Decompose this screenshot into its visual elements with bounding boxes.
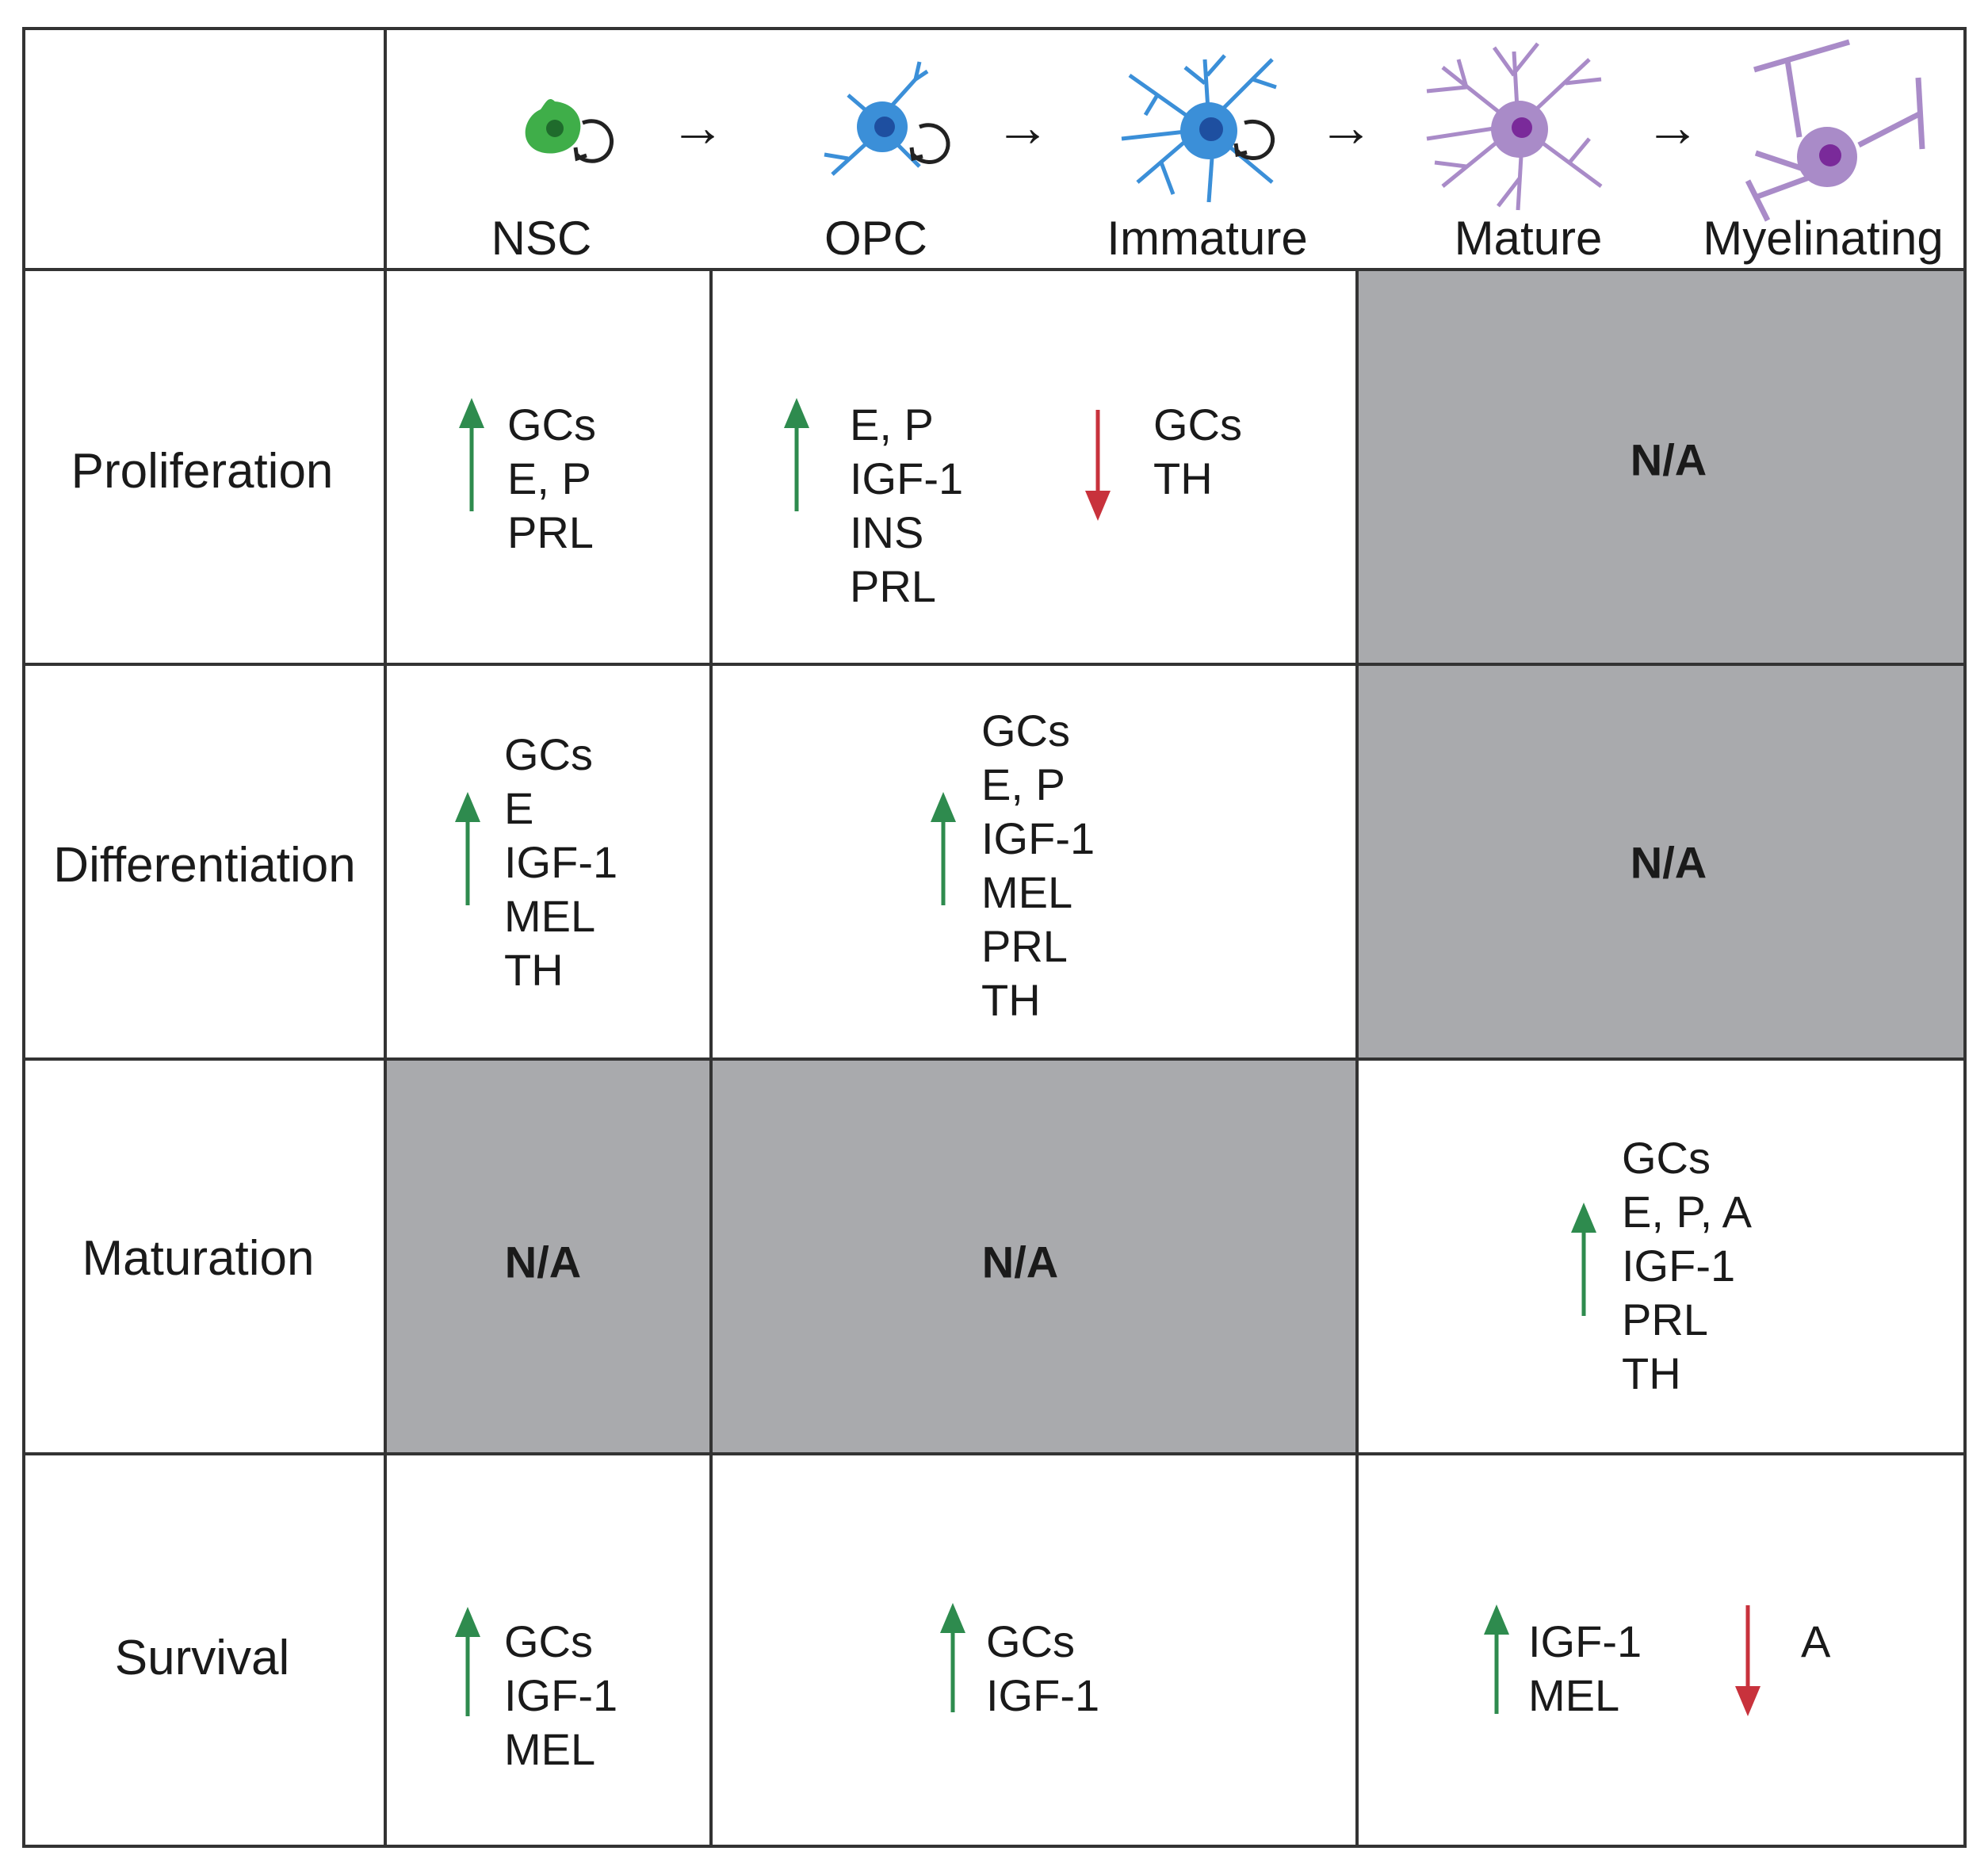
list-item: IGF-1 [850,453,964,503]
stage-label-opc: OPC [824,212,928,265]
list-item: GCs [981,706,1070,755]
row-label-maturation: Maturation [82,1231,315,1286]
list-item: GCs [504,1616,593,1666]
list-item: IGF-1 [1528,1616,1642,1666]
stage-label-nsc: NSC [491,212,592,265]
list-item: GCs [986,1616,1075,1666]
maturation-late-up-list: GCs E, P, A IGF-1 PRL TH [1622,1131,1752,1401]
list-item: E, P [850,400,934,449]
stage-label-mature: Mature [1454,212,1603,265]
list-item: IGF-1 [504,837,618,887]
up-arrow-icon [940,1603,965,1712]
list-item: E, P [507,453,591,503]
list-item: PRL [507,507,594,557]
row-label-differentiation: Differentiation [53,838,356,893]
na-label: N/A [1630,837,1707,888]
na-cell-proliferation-late [1357,270,1965,665]
survival-opc-up-list: GCs IGF-1 [986,1615,1099,1723]
list-item: TH [981,975,1041,1025]
transition-arrow: → [1318,96,1374,158]
differentiation-nsc-up-list: GCs E IGF-1 MEL TH [504,728,617,997]
list-item: IGF-1 [986,1670,1100,1720]
differentiation-opc-up-list: GCs E, P IGF-1 MEL PRL TH [981,704,1095,1027]
list-item: PRL [1622,1295,1708,1344]
list-item: IGF-1 [981,813,1095,863]
list-item: MEL [504,1724,596,1774]
list-item: TH [1622,1348,1681,1398]
transition-arrow: → [995,96,1050,158]
proliferation-opc-down-list: GCs TH [1153,398,1242,506]
list-item: TH [1153,453,1213,503]
list-item: INS [850,507,924,557]
list-item: E, P, A [1622,1187,1752,1237]
proliferation-nsc-up-list: GCs E, P PRL [507,398,596,560]
list-item: IGF-1 [1622,1241,1736,1291]
list-item: MEL [981,867,1073,917]
proliferation-opc-up-list: E, P IGF-1 INS PRL [850,398,963,614]
up-arrow-icon [931,792,956,905]
up-arrow-icon [459,398,484,511]
up-arrow-icon [784,398,809,511]
survival-late-up-list: IGF-1 MEL [1528,1615,1642,1723]
survival-late-down-list: A [1801,1615,1830,1669]
list-item: A [1801,1616,1831,1666]
list-item: E [504,783,534,833]
down-arrow-icon [1735,1605,1761,1716]
row-label-proliferation: Proliferation [71,444,334,499]
nsc-cell-icon [525,99,614,163]
up-arrow-icon [1571,1203,1596,1316]
list-item: GCs [504,729,593,779]
transition-arrow: → [1645,96,1700,158]
up-arrow-icon [1484,1604,1509,1714]
stage-label-immature: Immature [1107,212,1308,265]
na-label: N/A [1630,434,1707,485]
list-item: MEL [504,891,596,941]
list-item: IGF-1 [504,1670,618,1720]
down-arrow-icon [1085,410,1111,521]
na-label: N/A [504,1237,582,1287]
transition-arrow: → [670,96,725,158]
na-cell-maturation-opc [711,1060,1357,1455]
list-item: PRL [850,561,936,611]
list-item: MEL [1528,1670,1620,1720]
list-item: GCs [507,400,596,449]
list-item: TH [504,945,564,995]
immature-oligodendrocyte-icon [1121,54,1277,203]
opc-cell-icon [824,61,950,176]
mature-oligodendrocyte-icon [1426,42,1603,211]
up-arrow-icon [455,792,480,905]
row-label-survival: Survival [114,1631,290,1685]
na-cell-differentiation-late [1357,665,1965,1060]
list-item: PRL [981,921,1068,971]
myelinating-oligodendrocyte-icon [1745,39,1925,222]
na-cell-maturation-nsc [385,1060,711,1455]
list-item: GCs [1153,400,1242,449]
up-arrow-icon [455,1607,480,1716]
survival-nsc-up-list: GCs IGF-1 MEL [504,1615,617,1776]
list-item: GCs [1622,1133,1711,1183]
na-label: N/A [981,1237,1059,1287]
list-item: E, P [981,759,1065,809]
stage-label-myelinating: Myelinating [1703,212,1944,265]
